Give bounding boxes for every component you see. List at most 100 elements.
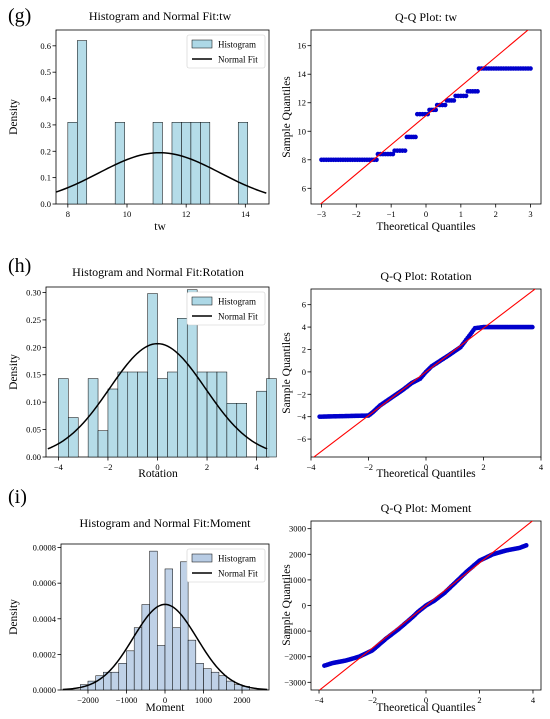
histogram-bar [152,122,163,205]
x-tick-label: −2000 [77,695,99,705]
histogram-bar [195,663,204,691]
y-tick-label: 16 [298,41,307,51]
x-tick-label: 4 [531,695,536,705]
histogram-bar [172,627,181,691]
panel-label: (g) [8,5,31,27]
qq-reference-line [318,521,534,690]
histogram-bar [118,663,127,691]
histogram-bar [97,430,109,458]
y-tick-label: 6 [302,300,306,310]
y-tick-label: 14 [298,69,307,79]
x-tick-label: 4 [254,462,259,472]
x-tick-label: −2 [364,462,373,472]
histogram-bar [177,318,188,458]
qq-point [390,151,396,157]
y-tick-label: 0.1 [40,173,51,183]
plot-frame [310,29,542,205]
histogram-bar [164,568,173,691]
y-axis-label: Density [8,354,20,390]
x-axis-label: Theoretical Quantiles [376,221,476,233]
normal-fit-line [55,151,267,194]
histogram-bar [137,371,148,458]
legend-label-histogram: Histogram [218,40,256,50]
legend: Histogram Normal Fit [186,291,266,326]
y-tick-label: −1000 [284,626,306,636]
y-tick-label: 12 [298,98,307,108]
x-axis-label: tw [154,221,166,233]
legend: Histogram Normal Fit [186,548,266,583]
legend-label-histogram: Histogram [218,554,256,564]
chart-panel-4: −4 −2 0 2 4 −6 −4 −2 0 2 4 6 Q-Q Plot: Rotation Theor… [281,269,544,480]
x-tick-label: 0 [163,695,167,705]
x-tick-label: 14 [241,209,250,219]
histogram-bar [210,671,220,691]
legend-label-histogram: Histogram [218,297,256,307]
histogram-bar [171,122,182,205]
x-axis-label: Moment [146,702,186,714]
qq-reference-line [319,30,529,204]
histogram-bar [87,378,99,458]
y-axis-label: Density [8,99,20,135]
x-axis-label: Rotation [138,468,178,480]
histogram-bar [126,650,135,691]
qq-point [530,324,535,330]
y-tick-label: 0.0008 [33,543,56,553]
normal-fit-line [47,342,268,450]
histogram-bar [110,671,120,691]
qq-point [451,98,457,103]
y-tick-label: 0.0004 [33,614,57,624]
panel-label: (i) [8,486,27,508]
histogram-bar [107,388,119,458]
x-tick-label: 2 [481,462,485,472]
y-axis-label: Sample Quantiles [281,564,293,646]
y-tick-label: 4 [302,322,307,332]
x-tick-label: 3 [528,209,532,219]
qq-point [413,134,418,140]
histogram-bar [203,668,212,691]
legend-label-normal-fit: Normal Fit [218,312,258,322]
y-tick-label: 0.05 [26,425,41,435]
chart-title: Q-Q Plot: tw [395,10,457,24]
qq-point [528,66,533,71]
chart-panel-5: −2000 −1000 0 1000 2000 0.0000 0.0002 0.0004 0.0… [8,486,270,714]
histogram-bar [157,378,168,458]
x-tick-label: 0 [155,462,159,472]
qq-point [523,543,529,548]
legend-swatch-histogram [191,553,213,563]
y-tick-label: 0.0006 [33,578,56,588]
x-tick-label: 2 [494,209,498,219]
normal-fit-line [62,603,268,691]
histogram-bar [236,403,247,458]
qq-plot-area [313,289,537,457]
y-tick-label: 0.0 [40,199,51,209]
x-tick-label: 0 [424,695,428,705]
y-tick-label: 0.2 [40,146,51,156]
y-tick-label: 0.00 [26,452,41,462]
histogram-bar [133,627,143,691]
histogram-bar [266,378,277,458]
x-tick-label: 10 [123,209,132,219]
x-tick-label: 1 [459,209,463,219]
y-tick-label: 0 [302,601,306,611]
legend-label-normal-fit: Normal Fit [218,55,258,65]
histogram-bar [141,604,150,691]
y-axis-label: Density [8,599,20,635]
y-tick-label: −6 [297,434,306,444]
x-tick-label: 2000 [234,695,251,705]
x-tick-label: 2 [477,695,481,705]
y-tick-label: 2000 [289,549,306,559]
histogram-bar [77,40,88,205]
x-tick-label: 1000 [195,695,212,705]
histogram-bar [67,122,78,205]
chart-title: Histogram and Normal Fit:tw [89,9,232,23]
x-tick-label: −1 [387,209,396,219]
y-tick-label: −2000 [284,652,306,662]
y-tick-label: 0.15 [26,370,41,380]
histogram-bar [58,378,69,458]
y-tick-label: 6 [302,183,306,193]
x-tick-label: 4 [539,462,544,472]
y-tick-label: 0.4 [40,94,51,104]
histogram-bar [180,561,189,691]
